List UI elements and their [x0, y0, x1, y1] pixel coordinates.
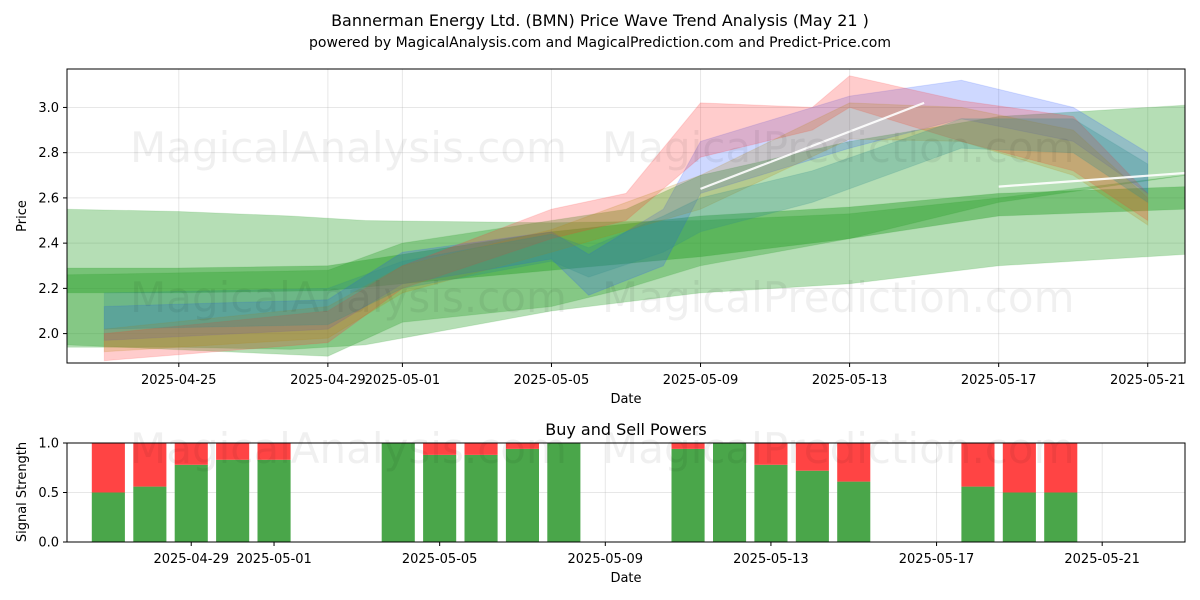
- sell-bar: [1044, 443, 1078, 493]
- buy-bar: [257, 459, 291, 542]
- price-x-label: Date: [610, 392, 641, 407]
- price-y-tick-label: 2.2: [38, 282, 59, 297]
- buy-bar: [754, 464, 788, 542]
- buy-sell-x-tick-label: 2025-04-29: [153, 552, 229, 567]
- sell-bar: [837, 443, 871, 482]
- band-orange-band: [103, 102, 1149, 353]
- sell-bar: [671, 443, 705, 449]
- price-x-tick-label: 2025-05-17: [961, 373, 1037, 388]
- buy-bar: [381, 443, 415, 542]
- watermark-magical-analysis: MagicalAnalysis.com: [130, 123, 567, 172]
- buy-sell-y-ticks: 0.0 0.5 1.0: [38, 437, 67, 551]
- buy-sell-bars: [91, 443, 1078, 542]
- buy-bar: [713, 443, 747, 542]
- sell-bar: [754, 443, 788, 465]
- sell-bar: [216, 443, 250, 460]
- price-x-tick-label: 2025-05-13: [812, 373, 888, 388]
- price-y-label: Price: [15, 200, 30, 232]
- buy-bar: [133, 486, 167, 542]
- price-x-tick-label: 2025-05-21: [1110, 373, 1186, 388]
- sell-bar: [91, 443, 125, 493]
- price-y-tick-label: 3.0: [38, 101, 59, 116]
- sell-bar: [464, 443, 498, 455]
- band-teal-band: [103, 118, 1149, 330]
- buy-bar: [1002, 492, 1036, 542]
- buy-bar: [547, 443, 581, 542]
- buy-sell-y-tick-label: 0.0: [38, 536, 59, 551]
- band-blue-band: [103, 79, 1149, 341]
- buy-sell-x-tick-label: 2025-05-21: [1064, 552, 1140, 567]
- buy-sell-x-ticks: 2025-04-29 2025-05-01 2025-05-05 2025-05-09…: [153, 542, 1140, 567]
- buy-bar: [505, 448, 539, 542]
- buy-bar: [91, 492, 125, 542]
- buy-bar: [961, 486, 995, 542]
- main-subtitle: powered by MagicalAnalysis.com and Magic…: [309, 35, 891, 51]
- watermark-bottom-analysis: MagicalAnalysis.com: [130, 424, 567, 473]
- buy-bar: [423, 454, 457, 542]
- watermark-bottom-prediction: MagicalPrediction.com: [602, 424, 1075, 473]
- price-x-tick-label: 2025-04-25: [141, 373, 217, 388]
- sell-bar: [505, 443, 539, 449]
- price-x-tick-label: 2025-05-01: [365, 373, 441, 388]
- trend-line: [700, 101, 925, 190]
- price-y-tick-label: 2.8: [38, 146, 59, 161]
- price-grid: [67, 69, 1185, 363]
- buy-bar: [795, 470, 829, 542]
- sell-bar: [133, 443, 167, 487]
- sell-bar: [1002, 443, 1036, 493]
- buy-bar: [464, 454, 498, 542]
- band-red-band: [103, 75, 1149, 362]
- price-x-tick-label: 2025-05-05: [514, 373, 590, 388]
- sell-bar: [174, 443, 208, 465]
- buy-sell-x-tick-label: 2025-05-17: [899, 552, 975, 567]
- price-y-tick-label: 2.6: [38, 191, 59, 206]
- buy-bar: [837, 481, 871, 542]
- sell-bar: [961, 443, 995, 487]
- buy-bar: [216, 459, 250, 542]
- sell-bar: [257, 443, 291, 460]
- watermark-magical-prediction-2: MagicalPrediction.com: [602, 273, 1075, 322]
- buy-sell-title: Buy and Sell Powers: [545, 420, 707, 439]
- watermark-magical-analysis-2: MagicalAnalysis.com: [130, 273, 567, 322]
- buy-sell-y-tick-label: 0.5: [38, 486, 59, 501]
- buy-sell-y-label: Signal Strength: [15, 442, 30, 542]
- price-y-tick-label: 2.4: [38, 237, 59, 252]
- buy-sell-x-label: Date: [610, 571, 641, 586]
- price-y-tick-label: 2.0: [38, 327, 59, 342]
- sell-bar: [423, 443, 457, 455]
- buy-sell-chart: Buy and Sell Powers MagicalAnalysis.com …: [15, 420, 1186, 586]
- main-title: Bannerman Energy Ltd. (BMN) Price Wave T…: [331, 11, 869, 30]
- price-watermarks: MagicalAnalysis.com MagicalPrediction.co…: [130, 123, 1075, 322]
- sell-bar: [795, 443, 829, 471]
- price-wave-chart: MagicalAnalysis.com MagicalPrediction.co…: [15, 68, 1186, 407]
- buy-sell-x-tick-label: 2025-05-09: [568, 552, 644, 567]
- buy-bar: [671, 448, 705, 542]
- buy-sell-x-tick-label: 2025-05-05: [402, 552, 478, 567]
- buy-bar: [174, 464, 208, 542]
- buy-sell-x-tick-label: 2025-05-01: [236, 552, 312, 567]
- buy-sell-y-tick-label: 1.0: [38, 437, 59, 452]
- buy-sell-x-tick-label: 2025-05-13: [733, 552, 809, 567]
- price-x-tick-label: 2025-05-09: [663, 373, 739, 388]
- price-bands: [66, 75, 1186, 362]
- price-y-ticks: 2.0 2.2 2.4 2.6 2.8 3.0: [38, 101, 67, 342]
- buy-sell-watermarks: MagicalAnalysis.com MagicalPrediction.co…: [130, 424, 1075, 473]
- price-x-tick-label: 2025-04-29: [290, 373, 366, 388]
- watermark-magical-prediction: MagicalPrediction.com: [602, 123, 1075, 172]
- price-axes-frame: [66, 68, 1186, 364]
- buy-bar: [1044, 492, 1078, 542]
- trend-line: [998, 171, 1186, 188]
